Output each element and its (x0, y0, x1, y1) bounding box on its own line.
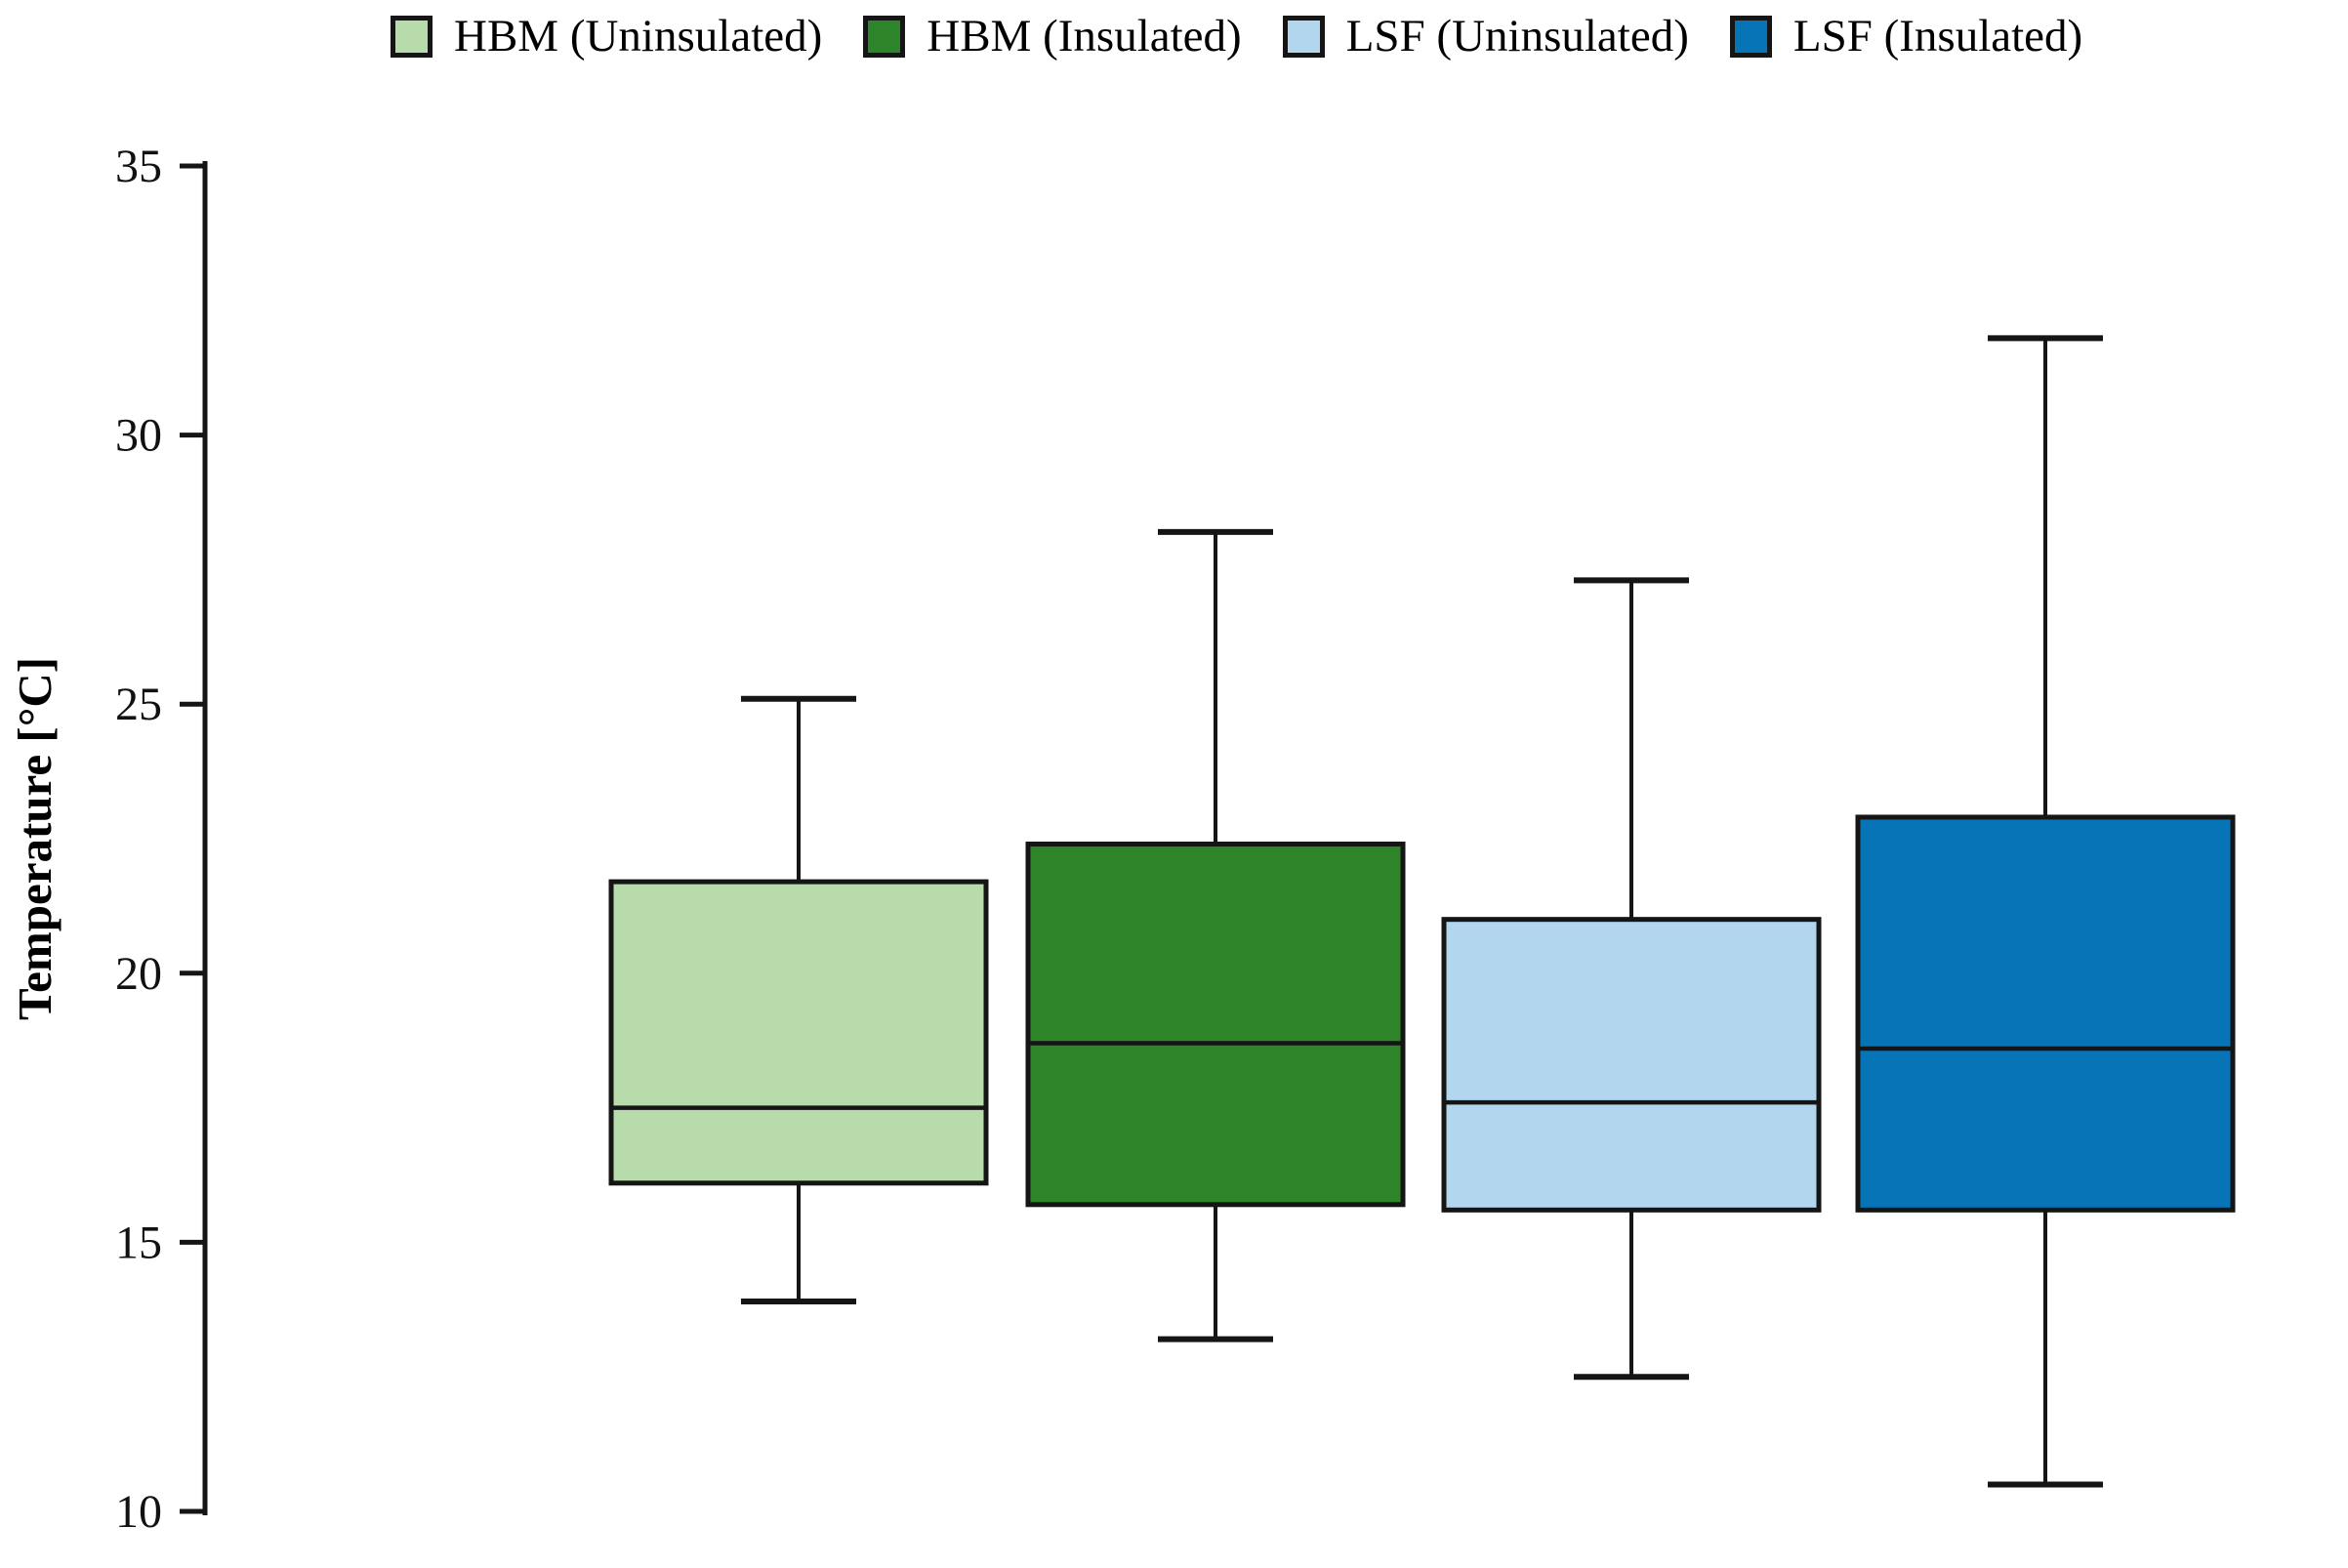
legend-item-label: LSF (Uninsulated) (1345, 11, 1689, 62)
box-hbm-uninsulated (608, 879, 989, 1186)
legend-item-label: HBM (Uninsulated) (454, 11, 823, 62)
legend-item-lsf-insulated: LSF (Insulated) (1729, 11, 2083, 62)
y-axis-tick-label: 25 (115, 679, 162, 730)
y-axis-tick-label: 35 (115, 141, 162, 192)
legend-item-label: LSF (Insulated) (1792, 11, 2083, 62)
y-axis-tick-label: 20 (115, 948, 162, 1000)
legend-swatch-icon (1282, 16, 1325, 58)
legend: HBM (Uninsulated) HBM (Insulated) LSF (Uni… (391, 14, 2082, 60)
y-axis-tick-label: 10 (115, 1486, 162, 1538)
y-axis-title: Temperature [°C] (8, 657, 62, 1020)
legend-item-hbm-insulated: HBM (Insulated) (863, 11, 1242, 62)
box-lsf-uninsulated (1441, 917, 1822, 1213)
y-axis-tick-label: 15 (115, 1217, 162, 1268)
legend-item-lsf-uninsulated: LSF (Uninsulated) (1282, 11, 1689, 62)
legend-swatch-icon (863, 16, 906, 58)
legend-item-hbm-uninsulated: HBM (Uninsulated) (391, 14, 822, 60)
legend-swatch-icon (1729, 16, 1772, 58)
box-hbm-insulated (1025, 842, 1406, 1208)
box-lsf-insulated (1855, 814, 2236, 1213)
legend-swatch-icon (391, 16, 433, 58)
legend-item-label: HBM (Insulated) (927, 11, 1242, 62)
y-axis-tick-label: 30 (115, 410, 162, 462)
